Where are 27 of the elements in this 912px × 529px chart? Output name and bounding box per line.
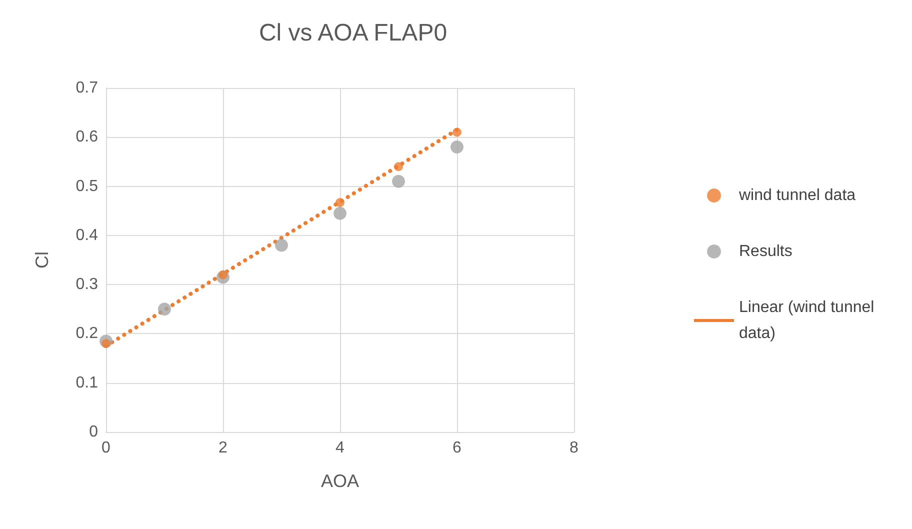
x-tick-label: 2 bbox=[218, 440, 228, 456]
y-tick-label: 0.3 bbox=[76, 276, 98, 294]
point bbox=[275, 238, 288, 252]
point bbox=[334, 206, 346, 220]
chart-title: Cl vs AOA FLAP0 bbox=[258, 20, 448, 46]
y-tick-label: 0.5 bbox=[76, 178, 98, 195]
legend-label: wind tunnel data bbox=[738, 187, 856, 204]
x-tick-label: 6 bbox=[452, 440, 462, 456]
y-tick-label: 0 bbox=[89, 424, 98, 440]
legend-label: Results bbox=[739, 243, 792, 260]
legend-label: Linear (wind tunnel data) bbox=[739, 299, 879, 342]
point bbox=[336, 198, 344, 207]
x-tick-label: 0 bbox=[102, 440, 111, 456]
y-axis-title: Cl bbox=[32, 252, 52, 268]
point bbox=[158, 302, 171, 316]
point bbox=[392, 174, 405, 188]
point bbox=[394, 162, 403, 172]
x-axis-title: AOA bbox=[320, 471, 360, 491]
point bbox=[450, 140, 464, 154]
x-tick-label: 8 bbox=[570, 440, 579, 456]
y-tick-label: 0.6 bbox=[76, 128, 98, 146]
y-tick-label: 0.4 bbox=[76, 226, 98, 244]
x-tick-label: 4 bbox=[336, 440, 345, 456]
y-tick-label: 0.1 bbox=[76, 374, 98, 392]
y-tick-label: 0.2 bbox=[76, 325, 98, 342]
y-tick-label: 0.7 bbox=[76, 80, 98, 96]
point bbox=[452, 128, 462, 137]
